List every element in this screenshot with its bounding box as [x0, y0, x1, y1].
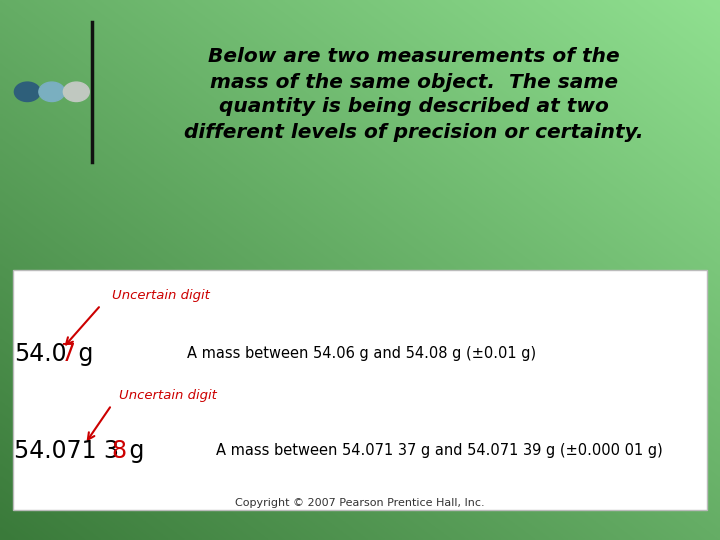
Text: 54.0: 54.0: [14, 342, 67, 366]
Text: Uncertain digit: Uncertain digit: [112, 289, 210, 302]
Circle shape: [14, 82, 40, 102]
Text: 7: 7: [60, 342, 75, 366]
Text: 8: 8: [112, 439, 127, 463]
Text: Below are two measurements of the
mass of the same object.  The same
quantity is: Below are two measurements of the mass o…: [184, 48, 644, 141]
Text: A mass between 54.071 37 g and 54.071 39 g (±0.000 01 g): A mass between 54.071 37 g and 54.071 39…: [216, 443, 662, 458]
Text: g: g: [71, 342, 93, 366]
Text: g: g: [122, 439, 145, 463]
Text: A mass between 54.06 g and 54.08 g (±0.01 g): A mass between 54.06 g and 54.08 g (±0.0…: [187, 346, 536, 361]
Text: Copyright © 2007 Pearson Prentice Hall, Inc.: Copyright © 2007 Pearson Prentice Hall, …: [235, 498, 485, 508]
Text: Uncertain digit: Uncertain digit: [119, 389, 217, 402]
Circle shape: [63, 82, 89, 102]
FancyBboxPatch shape: [13, 270, 707, 510]
Text: 54.071 3: 54.071 3: [14, 439, 120, 463]
Circle shape: [39, 82, 65, 102]
